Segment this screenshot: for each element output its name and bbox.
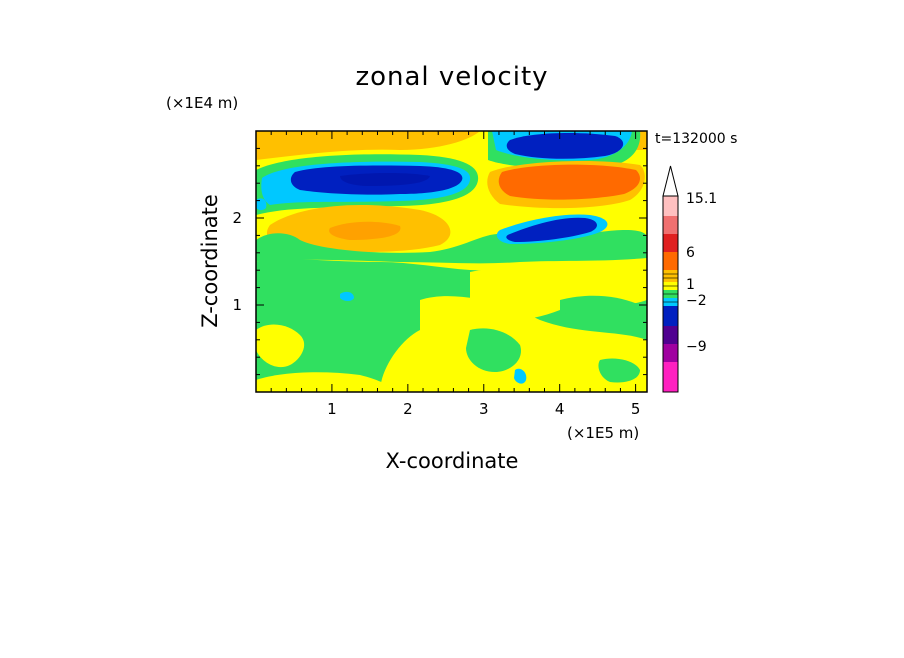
colorbar-segment (663, 344, 678, 362)
colorbar-segment (663, 234, 678, 252)
region-cyan-speck-1 (340, 291, 354, 301)
y-tick-label: 1 (232, 296, 242, 314)
colorbar-segment (663, 326, 678, 344)
region-cyan-speck-2 (514, 368, 527, 384)
region-lower-green-patch-3 (598, 358, 640, 383)
colorbar-segment (663, 196, 678, 216)
x-axis: 1 2 3 4 5 (270, 131, 641, 418)
colorbar-overflow-arrow (662, 165, 679, 197)
y-tick-label: 2 (232, 209, 242, 227)
region-lower-green-patch-2 (466, 328, 521, 372)
region-lower-yellow-patch-4 (256, 372, 400, 392)
plot-frame (255, 130, 648, 393)
colorbar-label: 1 (686, 277, 695, 293)
heatmap-field (256, 131, 647, 392)
region-right-mid-negative (506, 217, 597, 242)
x-tick-label: 4 (555, 400, 565, 418)
colorbar: 15.1 6 1−2 −9 (662, 165, 717, 393)
region-upper-orange-band (256, 131, 480, 160)
region-right-upper-negative (506, 132, 624, 159)
region-lower-green-patch-1 (560, 295, 643, 323)
colorbar-frame (662, 195, 679, 393)
x-tick-label: 1 (327, 400, 337, 418)
x-tick-label: 5 (631, 400, 641, 418)
x-tick-label: 3 (479, 400, 489, 418)
colorbar-label: −9 (686, 339, 707, 355)
colorbar-segment (663, 252, 678, 270)
region-mid-left-orange-inner (329, 221, 401, 240)
x-tick-label: 2 (403, 400, 413, 418)
colorbar-label: 15.1 (686, 191, 717, 207)
x-axis-label: X-coordinate (386, 449, 519, 473)
region-cyan-speck-3 (256, 198, 267, 211)
x-scale-label: (×1E5 m) (567, 424, 639, 442)
colorbar-label: 6 (686, 245, 695, 261)
region-left-negative-jet-core (340, 173, 430, 186)
y-axis: 12 (232, 147, 647, 376)
region-lower-yellow-patch-3 (256, 324, 305, 368)
chart-title: zonal velocity (355, 62, 548, 92)
colorbar-label: −2 (686, 293, 707, 309)
region-right-positive-jet (498, 164, 640, 200)
y-axis-label: Z-coordinate (198, 194, 222, 328)
colorbar-segment (663, 270, 678, 282)
y-scale-label: (×1E4 m) (166, 94, 238, 112)
time-label: t=132000 s (655, 131, 737, 147)
colorbar-segment (663, 362, 678, 392)
colorbar-segment (663, 306, 678, 326)
colorbar-segment (663, 216, 678, 234)
